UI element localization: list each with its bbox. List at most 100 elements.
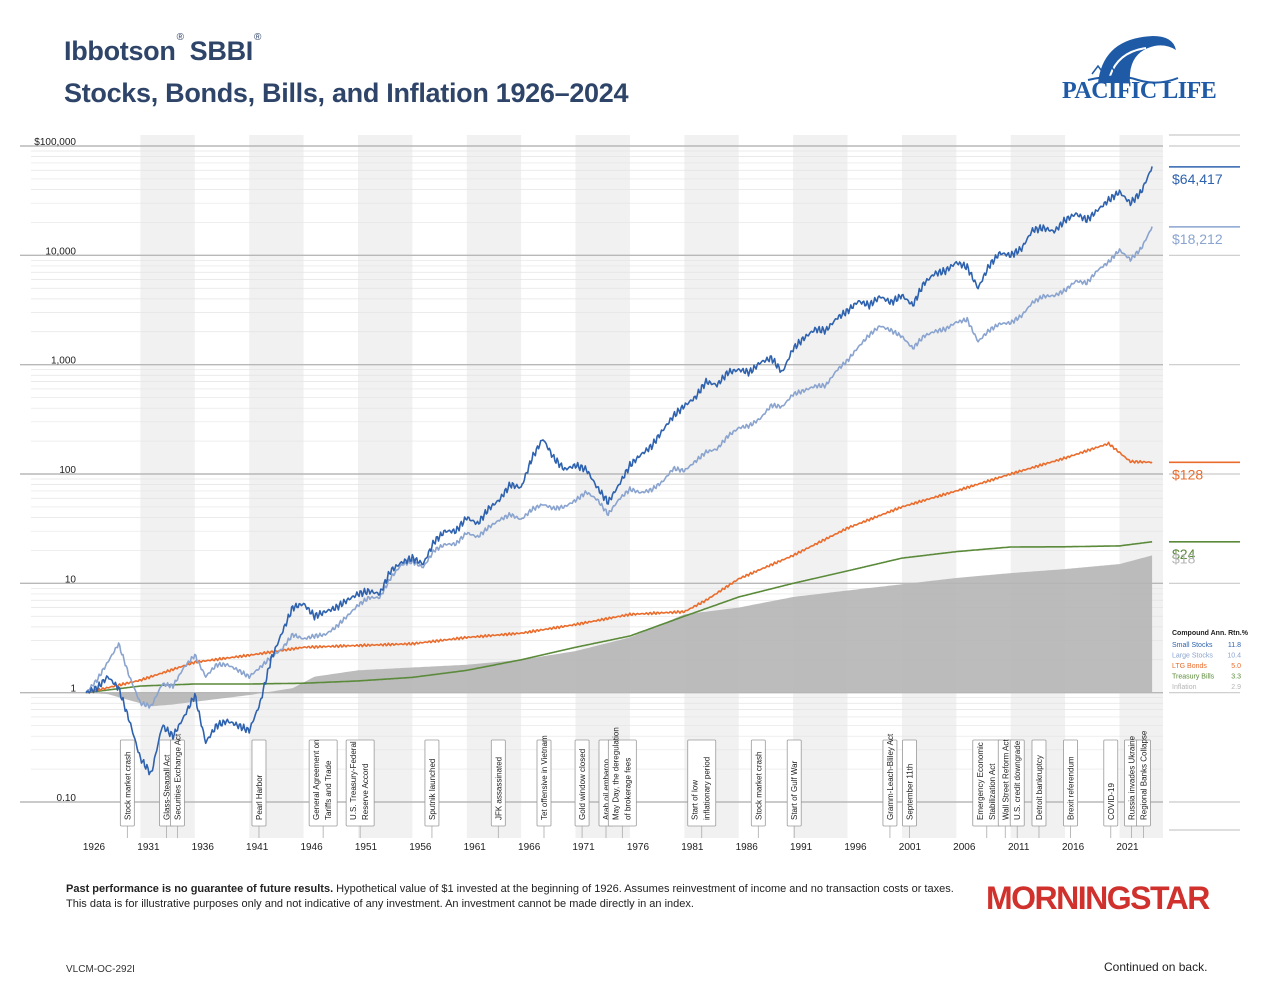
x-tick-label: 1971 — [572, 842, 595, 853]
event-label: of brokerage fees — [623, 758, 632, 820]
event-callout-box — [490, 739, 506, 827]
event-label: May Day, the deregulation — [611, 727, 620, 820]
x-tick-label: 1981 — [681, 842, 704, 853]
event-label: Detroit bankruptcy — [1035, 755, 1044, 820]
event-marker: Tet offensive in Vietnam — [536, 735, 552, 838]
continued-note: Continued on back. — [1104, 960, 1208, 974]
x-tick-label: 1976 — [627, 842, 650, 853]
event-callout-box — [424, 739, 440, 827]
shaded-band — [357, 135, 413, 838]
x-tick-label: 1986 — [736, 842, 759, 853]
y-tick-label: $100,000 — [34, 137, 76, 148]
event-label: Tariffs and Trade — [324, 760, 333, 820]
disclaimer: Past performance is no guarantee of futu… — [66, 882, 966, 912]
event-callout-box — [574, 739, 590, 827]
y-tick-label: 10,000 — [45, 246, 76, 257]
event-label: Arab oil embargo — [602, 759, 611, 820]
shaded-band — [249, 135, 304, 838]
legend-entry-return: 11.8 — [1228, 642, 1241, 649]
event-marker: Wall Street Reform Act — [997, 739, 1013, 838]
product-text: SBBI — [189, 36, 254, 66]
event-marker: U.S. Treasury-Federal Reserve Accord — [345, 739, 375, 838]
event-callout-box — [1136, 739, 1151, 827]
brand-text: Ibbotson — [64, 36, 176, 66]
y-tick-label: 100 — [59, 465, 76, 476]
event-callout-box — [902, 739, 917, 827]
x-tick-label: 2021 — [1116, 842, 1139, 853]
event-label: Start of low — [691, 780, 700, 820]
pacific-life-whale-icon — [1087, 36, 1179, 84]
event-label: Gramm-Leach-Bliley Act — [886, 733, 895, 820]
event-callout-box — [1009, 739, 1025, 827]
x-tick-label: 1966 — [518, 842, 541, 853]
event-callout-box — [882, 739, 898, 827]
event-label: inflationary period — [703, 757, 712, 820]
event-label: Reserve Accord — [361, 764, 370, 820]
event-callout-box — [786, 739, 802, 827]
event-label: Stock market crash — [123, 752, 132, 820]
event-callout-box — [536, 739, 552, 827]
event-callout-box — [1103, 739, 1119, 827]
event-label: Brexit referendum — [1067, 756, 1076, 820]
event-marker: May Day, the deregulation of brokerage fe… — [607, 727, 637, 838]
event-label: Wall Street Reform Act — [1001, 739, 1010, 820]
legend-entry-name: Inflation — [1172, 684, 1197, 691]
series-line-small-stocks — [85, 166, 1153, 776]
event-marker: Emergency Economic Stabilization Act — [972, 739, 1002, 838]
event-marker: U.S. credit downgrade — [1009, 739, 1025, 838]
y-tick-label: 10 — [65, 574, 77, 585]
event-marker: Brexit referendum — [1063, 739, 1078, 838]
event-marker: Stock market crash — [750, 739, 766, 838]
sbbi-chart: $100,000 10,000 1,000 100 10 1 0.10 1926 1931 193… — [20, 134, 1249, 853]
x-tick-label: 1991 — [790, 842, 813, 853]
y-tick-label: 0.10 — [57, 793, 77, 804]
registered-mark-2: ® — [253, 32, 262, 43]
x-tick-label: 1951 — [355, 842, 378, 853]
event-label: COVID-19 — [1107, 783, 1116, 820]
event-label: Start of Gulf War — [790, 760, 799, 820]
event-callout-box — [308, 739, 338, 827]
event-callout-box — [1031, 739, 1047, 827]
chart-title-brand: Ibbotson® SBBI® — [64, 32, 267, 67]
event-label: Tet offensive in Vietnam — [540, 735, 549, 820]
series-line-ltg-bonds — [85, 441, 1153, 694]
series-area-inflation — [86, 555, 1153, 707]
event-callout-box — [607, 739, 637, 827]
pacific-life-logo: PACIFIC LIFE — [1062, 78, 1217, 104]
event-callout-box — [1063, 739, 1078, 827]
event-marker: Gramm-Leach-Bliley Act — [882, 733, 898, 838]
event-callout-box — [687, 739, 717, 827]
x-tick-label: 2016 — [1062, 842, 1085, 853]
y-tick-label: 1 — [70, 684, 76, 695]
event-label: Pearl Harbor — [255, 774, 264, 820]
x-tick-label: 1926 — [83, 842, 106, 853]
shaded-band — [684, 135, 739, 838]
event-label: Sputnik launched — [428, 759, 437, 820]
shaded-band — [793, 135, 848, 838]
event-marker: Stock market crash — [119, 739, 135, 838]
shaded-band — [901, 135, 957, 838]
x-tick-label: 1936 — [192, 842, 215, 853]
event-marker: Start of low inflationary period — [687, 739, 717, 838]
legend-entry-return: 5.0 — [1231, 663, 1241, 670]
event-label: Stock market crash — [754, 752, 763, 820]
event-marker: Sputnik launched — [424, 739, 440, 838]
x-tick-label: 1996 — [844, 842, 867, 853]
shaded-band — [466, 135, 522, 838]
event-marker: Pearl Harbor — [251, 739, 267, 838]
end-value-label: $128 — [1172, 466, 1203, 482]
legend-entry-return: 10.4 — [1227, 653, 1241, 660]
disclaimer-rest: Hypothetical value of $1 invested at the… — [333, 883, 954, 895]
legend-entry-name: LTG Bonds — [1172, 663, 1207, 670]
event-marker: Regional Banks Collapse — [1136, 730, 1151, 838]
event-label: September 11th — [906, 764, 915, 820]
legend-entry-name: Treasury Bills — [1172, 674, 1215, 681]
y-tick-label: 1,000 — [51, 356, 76, 367]
registered-mark: ® — [176, 32, 184, 43]
x-tick-label: 1931 — [137, 842, 160, 853]
event-marker: COVID-19 — [1103, 739, 1119, 838]
x-tick-label: 1961 — [464, 842, 487, 853]
legend-entry-return: 3.3 — [1231, 674, 1241, 681]
event-callout-box — [345, 739, 375, 827]
disclaimer-line2: This data is for illustrative purposes o… — [66, 898, 694, 910]
